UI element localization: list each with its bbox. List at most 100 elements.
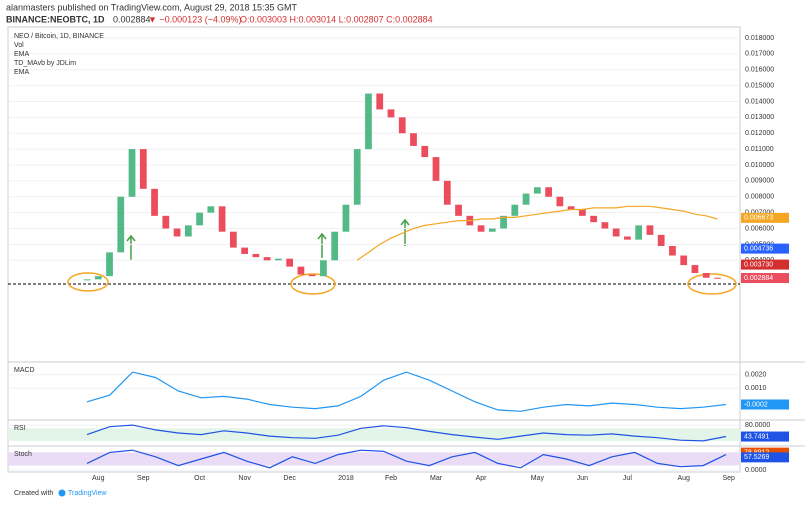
price-label: 57.5269 bbox=[744, 454, 769, 461]
candle bbox=[556, 196, 564, 207]
change: ▼ −0.000123 (−4.09%) bbox=[148, 14, 241, 24]
candle bbox=[590, 215, 598, 223]
candle bbox=[455, 204, 462, 216]
candle bbox=[218, 206, 226, 232]
legend-entry: Vol bbox=[14, 42, 24, 49]
y-tick-label: 0.0010 bbox=[745, 385, 767, 392]
arrow-up bbox=[126, 234, 136, 260]
x-tick-label: Apr bbox=[476, 475, 488, 482]
price-label: 0.002884 bbox=[744, 275, 773, 282]
candle bbox=[567, 206, 575, 210]
price-label: 0.006673 bbox=[744, 215, 773, 222]
price-label-box bbox=[741, 399, 789, 410]
candle bbox=[533, 187, 541, 194]
footer-created: Created with bbox=[14, 490, 53, 497]
y-tick-label: 0.010000 bbox=[745, 162, 774, 169]
y-tick-label: 80.0000 bbox=[745, 422, 770, 429]
candle bbox=[117, 196, 125, 253]
candle bbox=[702, 273, 710, 278]
x-tick-label: Jul bbox=[623, 475, 632, 482]
candle bbox=[376, 93, 384, 110]
price-label: -0.0002 bbox=[744, 401, 768, 408]
candle bbox=[714, 277, 721, 279]
y-tick-label: 0.014000 bbox=[745, 98, 774, 105]
y-tick-label: 0.016000 bbox=[745, 67, 774, 74]
candle bbox=[477, 225, 485, 232]
candle bbox=[286, 258, 294, 267]
price-label-box bbox=[741, 212, 789, 223]
symbol: BINANCE:NEOBTC, 1D bbox=[6, 14, 105, 24]
indicator-line bbox=[86, 424, 727, 442]
byline: alanmasters published on TradingView.com… bbox=[6, 2, 298, 12]
candle bbox=[241, 247, 248, 254]
y-tick-label: 0.008000 bbox=[745, 194, 774, 201]
x-tick-label: Jun bbox=[577, 475, 588, 482]
candle bbox=[522, 193, 530, 205]
legend-entry: TD_MAvb by JDLim bbox=[14, 60, 76, 67]
pane-title: MACD bbox=[14, 367, 35, 374]
candle bbox=[421, 145, 429, 158]
candle bbox=[398, 117, 406, 134]
candle bbox=[669, 246, 676, 256]
logo bbox=[58, 489, 66, 497]
candle bbox=[691, 265, 699, 273]
candle bbox=[410, 133, 417, 146]
candle bbox=[342, 204, 350, 232]
x-tick-label: Mar bbox=[430, 475, 443, 482]
candle bbox=[106, 252, 113, 277]
candle bbox=[601, 222, 609, 229]
band bbox=[8, 428, 740, 441]
y-tick-label: 0.009000 bbox=[745, 178, 774, 185]
x-tick-label: Oct bbox=[194, 475, 205, 482]
y-tick-label: 0.012000 bbox=[745, 130, 774, 137]
candle bbox=[635, 225, 643, 240]
x-tick-label: May bbox=[531, 475, 545, 482]
candle bbox=[646, 225, 654, 235]
band bbox=[8, 452, 740, 466]
price-label: 0.003730 bbox=[744, 261, 773, 268]
candle bbox=[139, 149, 147, 189]
arrow-up bbox=[317, 232, 327, 258]
candle bbox=[94, 276, 102, 280]
arrow-up bbox=[400, 218, 410, 246]
y-tick-label: 0.0020 bbox=[745, 372, 767, 379]
price-label-box bbox=[741, 431, 789, 442]
x-tick-label: Sep bbox=[137, 475, 150, 482]
candle bbox=[263, 257, 271, 261]
candle bbox=[196, 212, 203, 226]
candle bbox=[128, 149, 136, 197]
y-tick-label: 0.015000 bbox=[745, 82, 774, 89]
price-label: 0.004736 bbox=[744, 245, 773, 252]
y-tick-label: 0.013000 bbox=[745, 114, 774, 121]
ema-line bbox=[356, 205, 718, 261]
oval-annotation bbox=[687, 273, 737, 295]
candle bbox=[275, 258, 282, 261]
legend-entry: EMA bbox=[14, 51, 30, 58]
candle bbox=[151, 188, 158, 216]
candle bbox=[308, 274, 316, 277]
oval-annotation bbox=[67, 272, 109, 292]
candle bbox=[545, 187, 552, 197]
x-tick-label: Dec bbox=[283, 475, 296, 482]
footer-brand[interactable]: TradingView bbox=[68, 490, 107, 497]
y-tick-label: 0.018000 bbox=[745, 35, 774, 42]
x-tick-label: Sep bbox=[723, 475, 736, 482]
y-tick-label: 0.011000 bbox=[745, 146, 774, 153]
y-tick-label: 0.006000 bbox=[745, 225, 774, 232]
price-label: 43.7491 bbox=[744, 433, 769, 440]
candle bbox=[320, 260, 327, 277]
pane-title: Stoch bbox=[14, 451, 32, 458]
candle bbox=[229, 231, 237, 248]
candle bbox=[657, 234, 665, 246]
oval-annotation bbox=[290, 273, 336, 295]
candle bbox=[432, 157, 440, 181]
last-price: 0.002884 bbox=[113, 14, 151, 24]
candle bbox=[443, 180, 451, 205]
x-tick-label: Aug bbox=[677, 475, 690, 482]
price-label-box bbox=[741, 259, 789, 270]
y-tick-label: 0.017000 bbox=[745, 51, 774, 58]
ohlc: O:0.003003 H:0.003014 L:0.002807 C:0.002… bbox=[240, 14, 433, 24]
x-tick-label: Aug bbox=[92, 475, 105, 482]
x-tick-label: Feb bbox=[385, 475, 397, 482]
